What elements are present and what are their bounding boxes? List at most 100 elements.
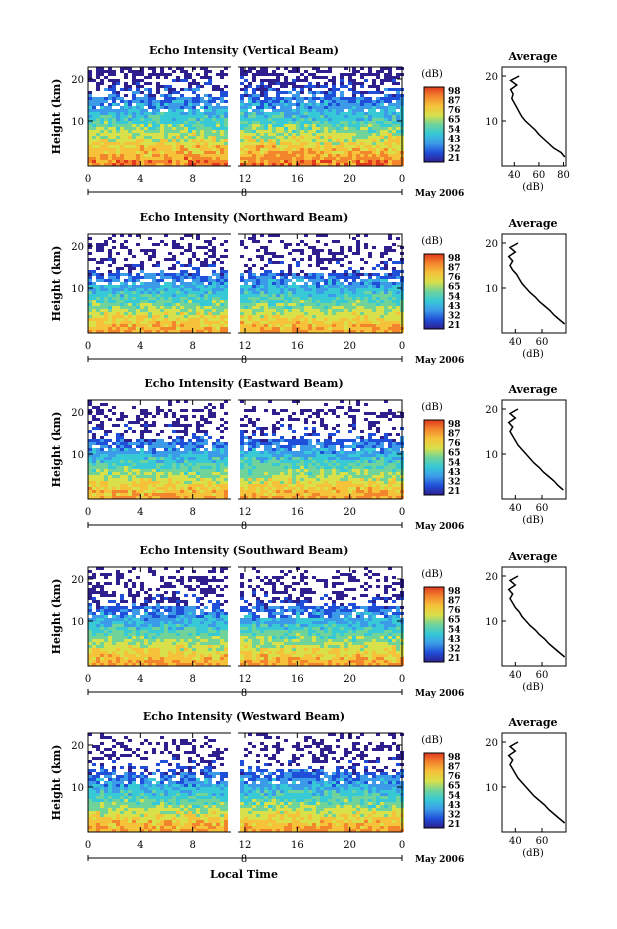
heatmap-cell	[200, 472, 204, 475]
heatmap-cell	[196, 409, 200, 412]
heatmap-cell	[324, 297, 328, 300]
heatmap-cell	[148, 273, 152, 276]
heatmap-cell	[208, 240, 212, 243]
heatmap-cell	[128, 148, 132, 151]
heatmap-cell	[172, 315, 176, 318]
heatmap-cell	[328, 282, 332, 285]
heatmap-cell	[260, 484, 264, 487]
heatmap-cell	[304, 121, 308, 124]
heatmap-cell	[308, 327, 312, 330]
heatmap-cell	[108, 466, 112, 469]
heatmap-cell	[384, 267, 388, 270]
heatmap-cell	[280, 270, 284, 273]
heatmap-cell	[128, 294, 132, 297]
heatmap-cell	[200, 285, 204, 288]
heatmap-cell	[280, 157, 284, 160]
heatmap-cell	[148, 91, 152, 94]
heatmap-cell	[364, 106, 368, 109]
heatmap-cell	[368, 100, 372, 103]
heatmap-cell	[328, 124, 332, 127]
heatmap-cell	[396, 285, 400, 288]
heatmap-cell	[216, 130, 220, 133]
heatmap-cell	[108, 282, 112, 285]
heatmap-cell	[208, 463, 212, 466]
heatmap-cell	[240, 151, 244, 154]
heatmap-cell	[256, 151, 260, 154]
heatmap-cell	[364, 100, 368, 103]
heatmap-cell	[136, 157, 140, 160]
heatmap-cell	[220, 448, 224, 451]
heatmap-cell	[260, 85, 264, 88]
heatmap-cell	[104, 160, 108, 163]
heatmap-cell	[120, 139, 124, 142]
heatmap-cell	[300, 130, 304, 133]
heatmap-cell	[204, 276, 208, 279]
heatmap-cell	[324, 109, 328, 112]
heatmap-cell	[112, 133, 116, 136]
heatmap-cell	[132, 264, 136, 267]
heatmap-cell	[384, 151, 388, 154]
heatmap-cell	[156, 300, 160, 303]
heatmap-cell	[184, 481, 188, 484]
heatmap-cell	[200, 246, 204, 249]
heatmap-cell	[160, 291, 164, 294]
heatmap-cell	[292, 97, 296, 100]
heatmap-cell	[88, 133, 92, 136]
heatmap-cell	[288, 327, 292, 330]
heatmap-cell	[116, 294, 120, 297]
heatmap-cell	[300, 73, 304, 76]
heatmap-cell	[212, 285, 216, 288]
heatmap-cell	[356, 270, 360, 273]
heatmap-cell	[264, 315, 268, 318]
heatmap-cell	[248, 70, 252, 73]
heatmap-cell	[100, 130, 104, 133]
heatmap-cell	[340, 91, 344, 94]
heatmap-cell	[356, 109, 360, 112]
heatmap-cell	[248, 237, 252, 240]
heatmap-cell	[128, 160, 132, 163]
heatmap-cell	[160, 303, 164, 306]
heatmap-cell	[380, 288, 384, 291]
heatmap-cell	[260, 321, 264, 324]
heatmap-cell	[220, 297, 224, 300]
heatmap-cell	[144, 282, 148, 285]
heatmap-cell	[340, 145, 344, 148]
heatmap-cell	[132, 109, 136, 112]
heatmap-cell	[360, 312, 364, 315]
heatmap-cell	[244, 481, 248, 484]
heatmap-cell	[116, 306, 120, 309]
heatmap-cell	[148, 321, 152, 324]
heatmap-cell	[124, 154, 128, 157]
heatmap-cell	[104, 121, 108, 124]
heatmap-cell	[112, 142, 116, 145]
heatmap-cell	[248, 418, 252, 421]
heatmap-cell	[196, 139, 200, 142]
heatmap-cell	[392, 318, 396, 321]
heatmap-cell	[336, 151, 340, 154]
heatmap-cell	[108, 285, 112, 288]
heatmap-cell	[116, 442, 120, 445]
heatmap-cell	[224, 112, 228, 115]
heatmap-cell	[360, 97, 364, 100]
heatmap-cell	[380, 103, 384, 106]
heatmap-cell	[88, 124, 92, 127]
heatmap-cell	[124, 294, 128, 297]
heatmap-cell	[88, 324, 92, 327]
heatmap-cell	[288, 97, 292, 100]
heatmap-cell	[148, 73, 152, 76]
heatmap-cell	[184, 294, 188, 297]
heatmap-cell	[92, 154, 96, 157]
heatmap-cell	[248, 409, 252, 412]
heatmap-cell	[336, 88, 340, 91]
heatmap-cell	[332, 306, 336, 309]
heatmap-cell	[172, 273, 176, 276]
heatmap-cell	[188, 487, 192, 490]
heatmap-cell	[152, 163, 156, 166]
heatmap-cell	[280, 297, 284, 300]
heatmap-cell	[392, 157, 396, 160]
heatmap-cell	[368, 276, 372, 279]
heatmap-cell	[132, 121, 136, 124]
heatmap-cell	[384, 97, 388, 100]
heatmap-cell	[92, 457, 96, 460]
heatmap-cell	[360, 327, 364, 330]
